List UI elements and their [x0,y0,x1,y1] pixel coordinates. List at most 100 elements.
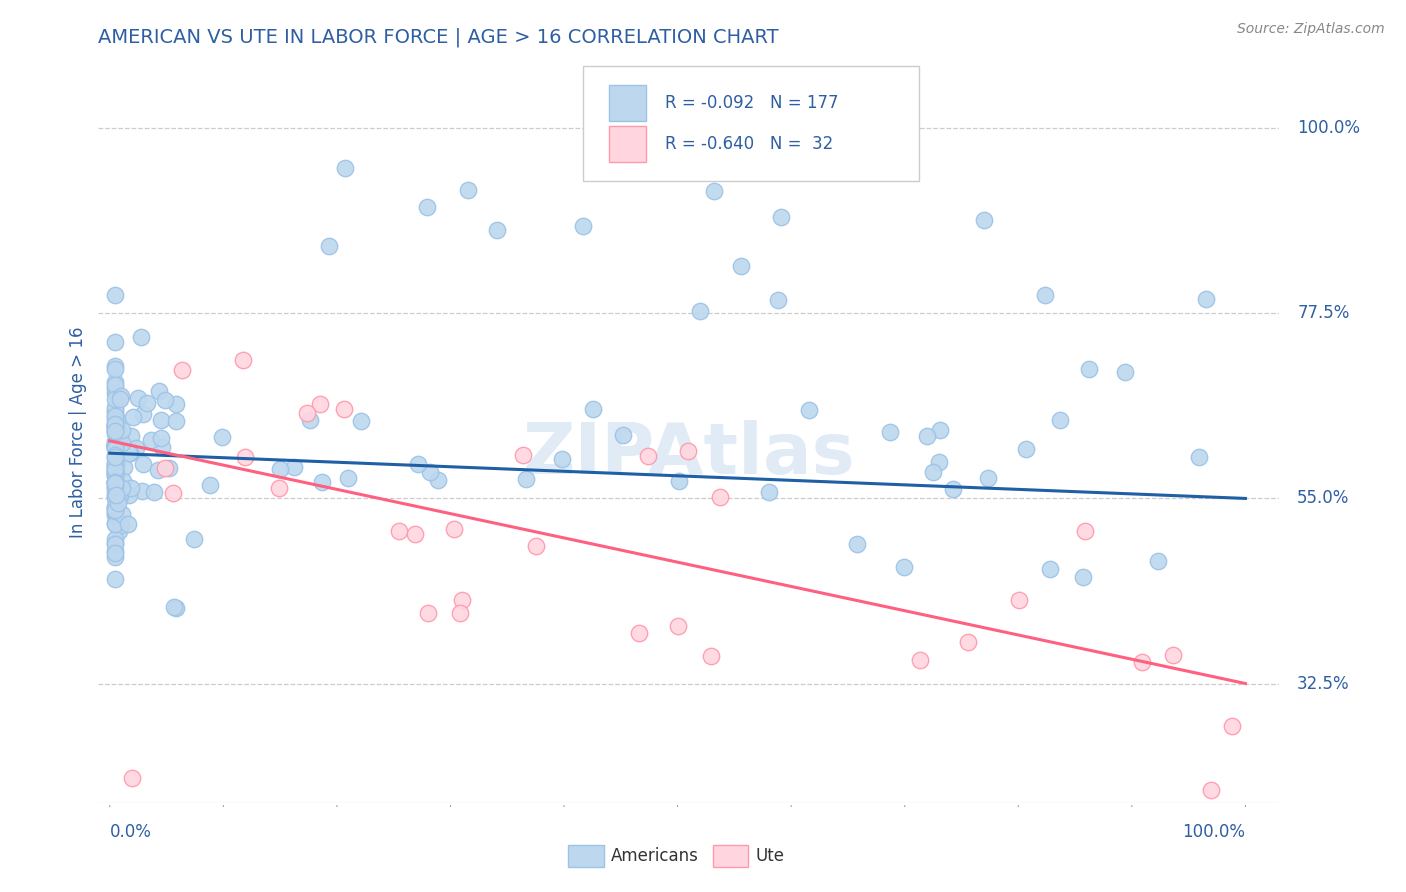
Point [105,412,128,426]
Point [104,439,127,453]
Point [269,462,291,476]
Point [1039,561,1062,575]
Point [572,219,595,234]
Point [111,474,134,488]
Bar [609,86,647,121]
Point [107,425,129,439]
Bar [609,126,647,161]
Point [104,441,127,455]
Point [132,458,155,472]
Point [637,450,659,464]
Point [443,522,465,536]
Point [110,424,132,438]
Point [318,239,340,253]
Point [104,476,127,491]
Point [118,446,141,460]
Point [142,484,165,499]
Point [1077,362,1099,376]
Point [1033,287,1056,301]
Point [908,653,931,667]
Point [449,606,471,620]
Point [1222,719,1244,733]
Point [104,550,127,565]
Point [416,200,439,214]
Point [104,466,127,480]
Point [111,481,134,495]
Point [1008,593,1031,607]
Point [928,423,950,437]
Point [104,381,127,395]
Point [104,537,127,551]
Point [104,475,127,490]
Point [131,407,153,421]
Point [104,436,127,450]
Point [104,500,127,514]
Point [104,426,127,441]
Point [299,413,322,427]
Point [104,459,127,474]
Point [104,362,127,376]
Point [198,477,221,491]
Point [232,353,254,368]
Point [915,429,938,443]
Point [893,560,915,574]
Point [104,438,127,452]
Point [582,402,605,417]
Point [104,439,127,453]
Point [419,465,441,479]
Point [127,391,149,405]
Point [700,648,723,663]
Point [104,458,127,472]
Point [1201,783,1223,797]
Point [942,482,965,496]
Point [110,436,132,450]
Point [105,445,128,459]
Point [486,223,509,237]
Point [108,490,131,504]
Text: 100.0%: 100.0% [1298,120,1360,137]
Point [104,419,127,434]
Point [120,481,142,495]
Point [104,544,127,558]
Point [104,376,127,390]
Point [235,450,257,464]
Point [105,488,128,502]
Point [104,459,127,474]
Point [139,434,162,448]
Point [104,288,127,302]
Point [416,606,439,620]
Point [1114,365,1136,379]
Point [111,507,134,521]
Point [104,334,127,349]
Point [1073,524,1095,538]
Point [1130,655,1153,669]
Point [1147,553,1170,567]
Point [170,363,193,377]
Point [110,440,132,454]
Point [110,518,132,533]
Point [104,385,127,400]
Point [107,496,129,510]
Point [104,392,127,406]
Text: 55.0%: 55.0% [1298,490,1350,508]
Point [335,161,357,176]
Point [129,330,152,344]
Point [879,425,901,440]
Point [104,418,127,433]
Point [758,485,780,500]
Point [104,475,127,490]
Point [104,480,127,494]
Point [104,486,127,500]
Point [104,462,127,476]
Text: ZIPAtlas: ZIPAtlas [523,420,855,490]
Point [104,504,127,518]
Point [131,483,153,498]
Point [104,491,127,505]
Point [104,465,127,479]
Point [136,396,159,410]
Point [104,507,127,521]
Point [104,533,127,547]
Point [267,481,290,495]
Point [163,600,186,615]
Text: Ute: Ute [755,847,785,865]
